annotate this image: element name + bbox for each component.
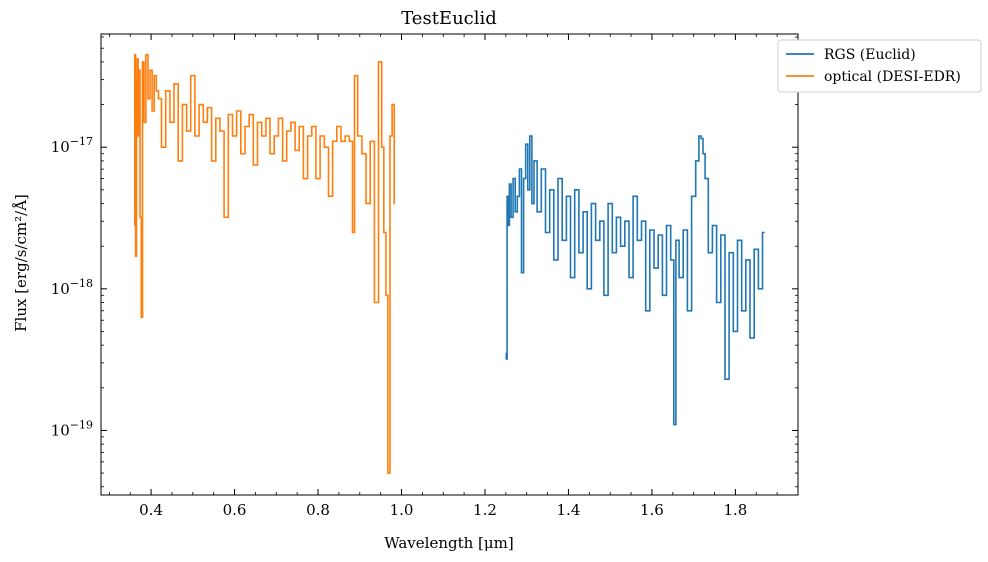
x-tick-label: 1.2 [473, 501, 497, 519]
x-tick-label: 0.4 [139, 501, 163, 519]
chart-title: TestEuclid [401, 8, 497, 29]
series-line-rgs [505, 135, 765, 426]
x-tick-label: 1.8 [723, 501, 747, 519]
x-tick-label: 1.0 [390, 501, 414, 519]
y-tick-label: 10−17 [51, 135, 93, 156]
y-tick-label: 10−18 [51, 277, 93, 298]
legend-box [777, 39, 982, 93]
series-layer [134, 53, 765, 474]
x-axis-label: Wavelength [μm] [384, 534, 513, 552]
series-line-optical [134, 53, 396, 474]
x-tick-label: 0.6 [223, 501, 247, 519]
y-tick-label: 10−19 [51, 418, 93, 439]
y-axis-label: Flux [erg/s/cm²/Å] [12, 194, 30, 332]
legend-entry: RGS (Euclid) [824, 47, 916, 63]
x-tick-label: 1.6 [640, 501, 664, 519]
x-tick-label: 1.4 [557, 501, 581, 519]
axes-layer: 0.4 0.6 0.8 1.0 1.2 1.4 1.6 1.8 10−19 10−18 10−17 [51, 34, 799, 519]
x-tick-label: 0.8 [306, 501, 330, 519]
legend: RGS (Euclid) optical (DESI-EDR) [777, 39, 982, 93]
legend-entry: optical (DESI-EDR) [824, 69, 961, 85]
plot-frame [100, 33, 799, 496]
